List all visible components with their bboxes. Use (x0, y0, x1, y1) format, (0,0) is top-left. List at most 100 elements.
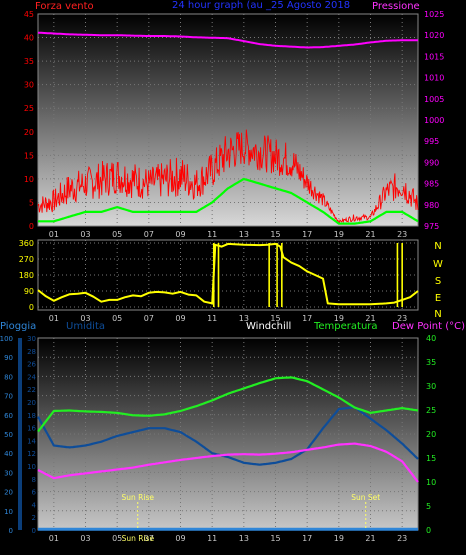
wind-axis-title: Forza vento (35, 1, 94, 12)
wind-x-tick-label: 21 (365, 230, 375, 239)
temperature-y-tick-label: 15 (426, 454, 436, 463)
chart-title: 24 hour graph (au _25 Agosto 2018 (172, 0, 351, 11)
dewpoint-legend: Dew Point (°C) (392, 321, 466, 332)
temperature-x-tick-label: 01 (49, 534, 59, 543)
humidity-y-tick-label: 0 (32, 527, 36, 535)
pressure-y-tick-label: 975 (424, 222, 439, 231)
wind-average-line (38, 177, 419, 225)
rain-y-tick-label: 70 (4, 393, 13, 401)
direction-x-tick-label: 11 (207, 314, 217, 323)
humidity-y-tick-label: 30 (27, 335, 36, 343)
humidity-y-tick-label: 10 (27, 463, 36, 471)
wind-y-tick-label: 0 (29, 222, 34, 231)
temperature-x-tick-label: 19 (334, 534, 344, 543)
direction-x-tick-label: 15 (270, 314, 280, 323)
direction-y-tick-label: 0 (29, 303, 34, 312)
compass-label: N (434, 241, 441, 252)
temperature-x-tick-label: 03 (80, 534, 90, 543)
wind-x-tick-label: 19 (334, 230, 344, 239)
wind-direction-line (37, 242, 419, 306)
pressure-y-tick-label: 1000 (424, 116, 444, 125)
wind-x-tick-label: 15 (270, 230, 280, 239)
temperature-y-tick-label: 25 (426, 406, 436, 415)
direction-y-tick-label: 270 (19, 255, 34, 264)
temperature-x-tick-label: 07 (144, 534, 154, 543)
wind-y-tick-label: 5 (29, 198, 34, 207)
humidity-y-tick-label: 4 (32, 501, 37, 509)
temperature-legend: Temperatura (314, 321, 378, 332)
wind-y-tick-label: 25 (24, 104, 34, 113)
temperature-x-tick-label: 23 (397, 534, 407, 543)
pressure-y-tick-label: 1005 (424, 95, 444, 104)
humidity-y-tick-label: 8 (32, 476, 36, 484)
temperature-x-tick-label: 05 (112, 534, 122, 543)
wind-y-tick-label: 35 (24, 57, 34, 66)
temperature-line (37, 376, 419, 433)
dewpoint-line (37, 442, 419, 483)
humidity-y-tick-label: 28 (27, 348, 36, 356)
humidity-y-tick-label: 22 (27, 386, 36, 394)
wind-gust-line (37, 129, 419, 224)
temperature-y-tick-label: 20 (426, 430, 436, 439)
wind-y-tick-label: 40 (24, 34, 34, 43)
temperature-y-tick-label: 40 (426, 334, 436, 343)
pressure-line (38, 31, 418, 49)
rain-y-tick-label: 100 (0, 335, 13, 343)
pressure-y-tick-label: 1020 (424, 31, 444, 40)
temperature-x-tick-label: 15 (270, 534, 280, 543)
wind-panel-frame (37, 13, 419, 227)
pressure-y-tick-label: 990 (424, 158, 439, 167)
direction-x-tick-label: 17 (302, 314, 312, 323)
compass-label: W (433, 259, 443, 270)
humidity-legend: Umidita (66, 321, 106, 332)
wind-y-tick-label: 20 (24, 128, 34, 137)
humidity-y-tick-label: 2 (32, 514, 36, 522)
temperature-x-tick-label: 09 (175, 534, 185, 543)
rain-y-tick-label: 0 (9, 527, 13, 535)
direction-panel-frame (37, 239, 419, 311)
rain-y-tick-label: 20 (4, 489, 13, 497)
direction-y-tick-label: 360 (19, 239, 34, 248)
temperature-x-tick-label: 17 (302, 534, 312, 543)
wind-x-tick-label: 09 (175, 230, 185, 239)
wind-y-tick-label: 30 (24, 81, 34, 90)
rain-axis-bar (18, 338, 22, 530)
rain-y-tick-label: 50 (4, 431, 13, 439)
humidity-y-tick-label: 16 (27, 425, 36, 433)
pressure-y-tick-label: 980 (424, 201, 439, 210)
temperature-x-tick-label: 13 (239, 534, 249, 543)
direction-y-tick-label: 90 (24, 287, 34, 296)
wind-x-tick-label: 11 (207, 230, 217, 239)
direction-x-tick-label: 13 (239, 314, 249, 323)
wind-x-tick-label: 01 (49, 230, 59, 239)
wind-y-tick-label: 15 (24, 151, 34, 160)
humidity-y-tick-label: 14 (27, 437, 36, 445)
humidity-y-tick-label: 20 (27, 399, 36, 407)
temperature-x-tick-label: 21 (365, 534, 375, 543)
rain-y-tick-label: 90 (4, 354, 13, 362)
sun-marker-label: Sun Rise (122, 493, 155, 502)
wind-x-tick-label: 05 (112, 230, 122, 239)
wind-x-tick-label: 03 (80, 230, 90, 239)
humidity-y-tick-label: 24 (27, 373, 36, 381)
wind-x-tick-label: 23 (397, 230, 407, 239)
rain-y-tick-label: 80 (4, 373, 13, 381)
rain-y-tick-label: 10 (4, 508, 13, 516)
direction-x-tick-label: 05 (112, 314, 122, 323)
direction-x-tick-label: 23 (397, 314, 407, 323)
temperature-y-tick-label: 30 (426, 382, 436, 391)
temperature-y-tick-label: 5 (426, 502, 431, 511)
wind-y-tick-label: 45 (24, 10, 34, 19)
pressure-axis-title: Pressione (372, 1, 420, 12)
rain-y-tick-label: 40 (4, 450, 13, 458)
wind-y-tick-label: 10 (24, 175, 34, 184)
pressure-y-tick-label: 1010 (424, 74, 444, 83)
pressure-y-tick-label: 1025 (424, 10, 444, 19)
rain-y-tick-label: 60 (4, 412, 13, 420)
rain-axis-title: Pioggia (0, 321, 37, 332)
direction-x-tick-label: 03 (80, 314, 90, 323)
windchill-legend: Windchill (246, 321, 292, 332)
wind-panel-background (38, 14, 418, 226)
compass-label: E (435, 293, 441, 304)
